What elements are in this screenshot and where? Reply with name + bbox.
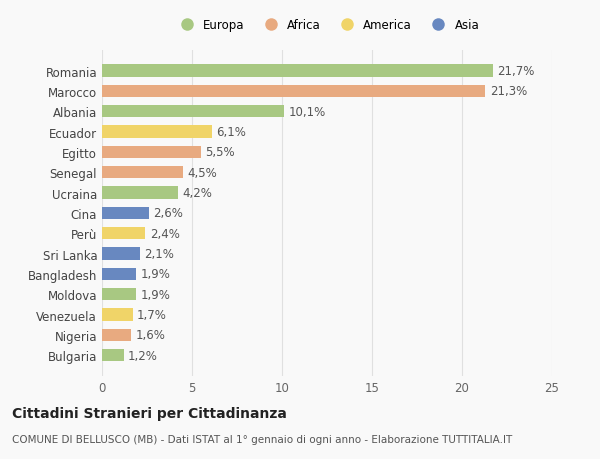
Text: 5,5%: 5,5%	[205, 146, 235, 159]
Bar	[102, 309, 133, 321]
Text: 21,3%: 21,3%	[490, 85, 527, 98]
Bar	[102, 289, 136, 301]
Bar	[102, 228, 145, 240]
Text: 1,9%: 1,9%	[141, 268, 170, 281]
Text: 2,6%: 2,6%	[154, 207, 183, 220]
Bar	[102, 167, 183, 179]
Bar	[102, 146, 201, 159]
Text: COMUNE DI BELLUSCO (MB) - Dati ISTAT al 1° gennaio di ogni anno - Elaborazione T: COMUNE DI BELLUSCO (MB) - Dati ISTAT al …	[12, 434, 512, 444]
Text: Cittadini Stranieri per Cittadinanza: Cittadini Stranieri per Cittadinanza	[12, 406, 287, 420]
Bar	[102, 126, 212, 138]
Bar	[102, 329, 131, 341]
Text: 21,7%: 21,7%	[497, 65, 535, 78]
Bar	[102, 85, 485, 98]
Text: 1,7%: 1,7%	[137, 308, 167, 321]
Bar	[102, 106, 284, 118]
Text: 1,6%: 1,6%	[136, 329, 165, 341]
Text: 4,2%: 4,2%	[182, 187, 212, 200]
Text: 2,1%: 2,1%	[145, 247, 174, 261]
Text: 1,9%: 1,9%	[141, 288, 170, 301]
Text: 2,4%: 2,4%	[150, 227, 179, 240]
Bar	[102, 268, 136, 280]
Bar	[102, 207, 149, 219]
Text: 10,1%: 10,1%	[289, 106, 326, 118]
Legend: Europa, Africa, America, Asia: Europa, Africa, America, Asia	[175, 19, 479, 32]
Bar	[102, 187, 178, 199]
Text: 4,5%: 4,5%	[187, 166, 217, 179]
Text: 6,1%: 6,1%	[217, 126, 246, 139]
Bar	[102, 65, 493, 78]
Text: 1,2%: 1,2%	[128, 349, 158, 362]
Bar	[102, 349, 124, 362]
Bar	[102, 248, 140, 260]
